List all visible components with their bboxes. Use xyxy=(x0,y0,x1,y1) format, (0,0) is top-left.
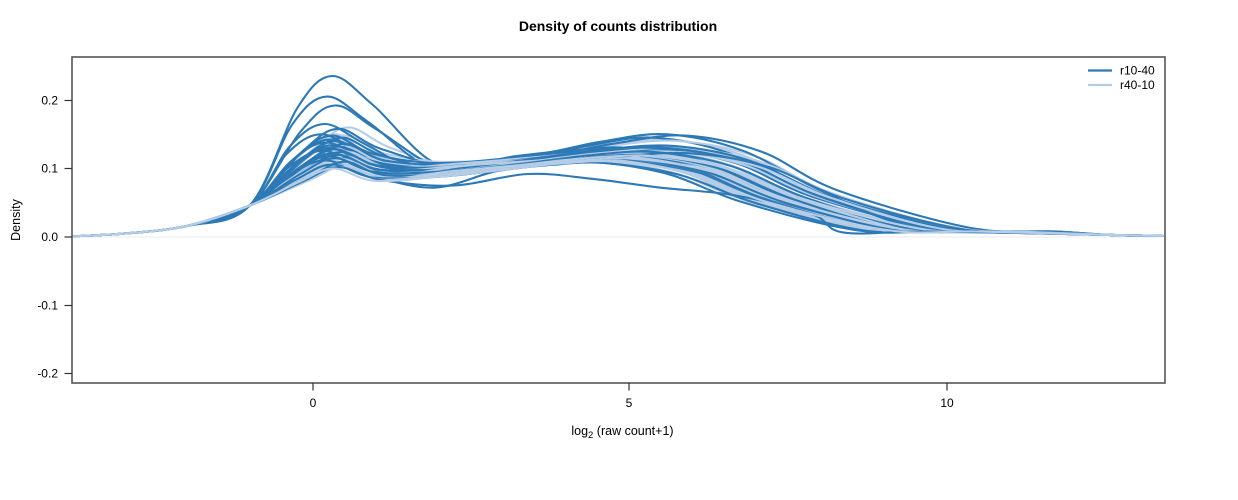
x-axis-ticks xyxy=(312,383,948,391)
x-tick-label: 5 xyxy=(626,396,633,410)
x-tick-label: 10 xyxy=(940,396,954,410)
y-tick-label: 0.0 xyxy=(41,230,58,244)
density-curve-r10-40 xyxy=(71,159,1165,238)
density-curve-r40-10 xyxy=(71,153,1165,238)
chart-title: Density of counts distribution xyxy=(519,18,717,34)
y-axis-tick-labels: 0.2 0.1 0.0 -0.1 -0.2 xyxy=(37,94,58,381)
density-curve-r40-10 xyxy=(71,155,1165,238)
density-curve-r10-40 xyxy=(71,157,1165,238)
x-axis-tick-labels: 0 5 10 xyxy=(310,396,954,410)
y-axis-ticks xyxy=(64,99,72,375)
x-axis-label-subscript: 2 xyxy=(588,430,593,441)
density-curve-r40-10 xyxy=(71,155,1165,238)
density-curve-r40-10 xyxy=(71,158,1165,238)
density-curve-r10-40 xyxy=(71,152,1165,238)
density-curve-r10-40 xyxy=(71,166,1165,238)
y-tick-label: 0.1 xyxy=(41,162,58,176)
y-tick-label: -0.2 xyxy=(37,367,58,381)
density-curve-r10-40 xyxy=(71,155,1165,238)
legend: r10-40 r40-10 xyxy=(1088,64,1155,92)
density-curve-r40-10 xyxy=(71,158,1165,238)
y-tick-label: 0.2 xyxy=(41,94,58,108)
legend-label-r40-10: r40-10 xyxy=(1120,78,1155,92)
density-curves xyxy=(71,74,1165,238)
x-axis-label-suffix: (raw count+1) xyxy=(593,424,673,438)
y-tick-label: -0.1 xyxy=(37,299,58,313)
density-curve-r40-10 xyxy=(71,157,1165,238)
density-curve-r40-10 xyxy=(71,152,1165,238)
density-curve-r40-10 xyxy=(71,160,1165,238)
density-curve-r10-40 xyxy=(71,95,1165,238)
density-curve-r40-10 xyxy=(71,154,1165,238)
y-axis-label: Density xyxy=(9,198,23,240)
x-axis-label: log2 (raw count+1) xyxy=(547,424,691,441)
plot-border xyxy=(71,56,1166,384)
legend-label-r10-40: r10-40 xyxy=(1120,64,1155,78)
x-tick-label: 0 xyxy=(310,396,317,410)
x-axis-label-prefix: log xyxy=(571,424,588,438)
